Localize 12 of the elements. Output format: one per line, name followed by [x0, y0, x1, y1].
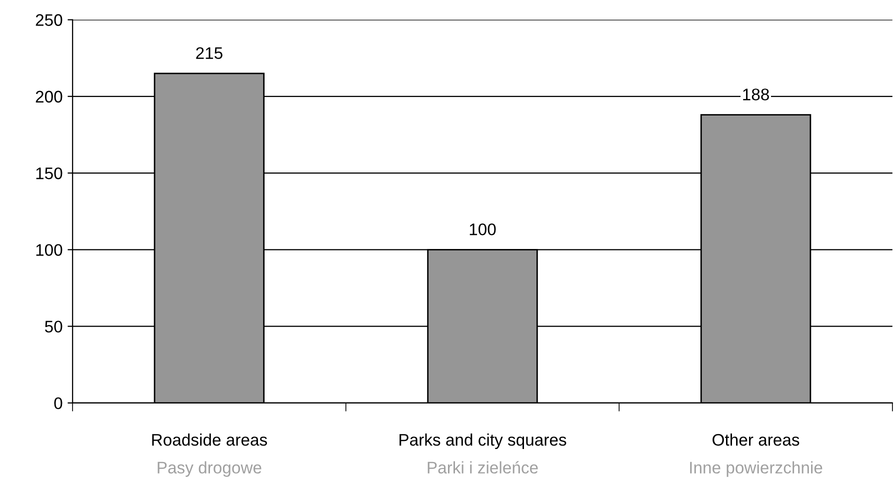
data-label: 215: [196, 47, 222, 60]
y-tick-label: 150: [36, 167, 62, 180]
data-label: 188: [743, 88, 769, 100]
y-tick-label: 50: [44, 320, 62, 333]
y-tick-label: 0: [54, 397, 62, 410]
category-label: Parks and city squares Parki i zieleńce: [400, 434, 566, 474]
category-label: Roadside areas Pasy drogowe: [152, 434, 267, 477]
data-label: 100: [470, 223, 496, 236]
y-tick-label: 250: [36, 14, 62, 26]
y-tick-label: 100: [36, 244, 62, 256]
category-label: Other areas Inne powierzchnie: [690, 434, 822, 477]
y-tick-label: 200: [36, 90, 62, 103]
